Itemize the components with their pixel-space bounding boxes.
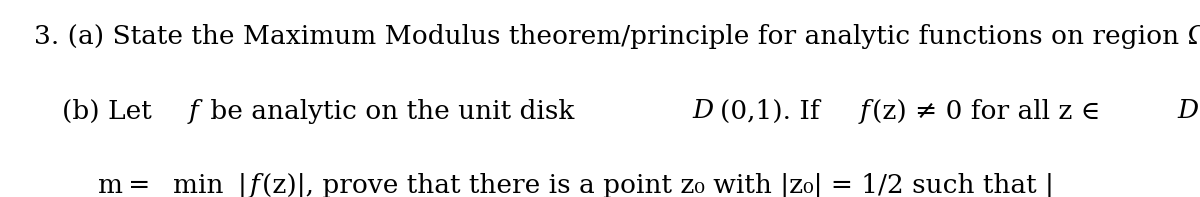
Text: f: f: [190, 98, 199, 124]
Text: f: f: [859, 98, 869, 124]
Text: |: |: [238, 173, 247, 197]
Text: (0,1). If: (0,1). If: [720, 98, 828, 124]
Text: be analytic on the unit disk: be analytic on the unit disk: [202, 98, 582, 124]
Text: (b) Let: (b) Let: [62, 98, 161, 124]
Text: m =: m =: [98, 173, 156, 197]
Text: D: D: [692, 98, 714, 124]
Text: 3. (a) State the Maximum Modulus theorem/principle for analytic functions on reg: 3. (a) State the Maximum Modulus theorem…: [34, 24, 1200, 49]
Text: D: D: [1177, 98, 1199, 124]
Text: (z) ≠ 0 for all z ∈: (z) ≠ 0 for all z ∈: [872, 98, 1109, 124]
Text: min: min: [173, 173, 223, 197]
Text: f: f: [250, 173, 259, 197]
Text: (z)|, prove that there is a point z₀ with |z₀| = 1/2 such that |: (z)|, prove that there is a point z₀ wit…: [262, 173, 1054, 197]
